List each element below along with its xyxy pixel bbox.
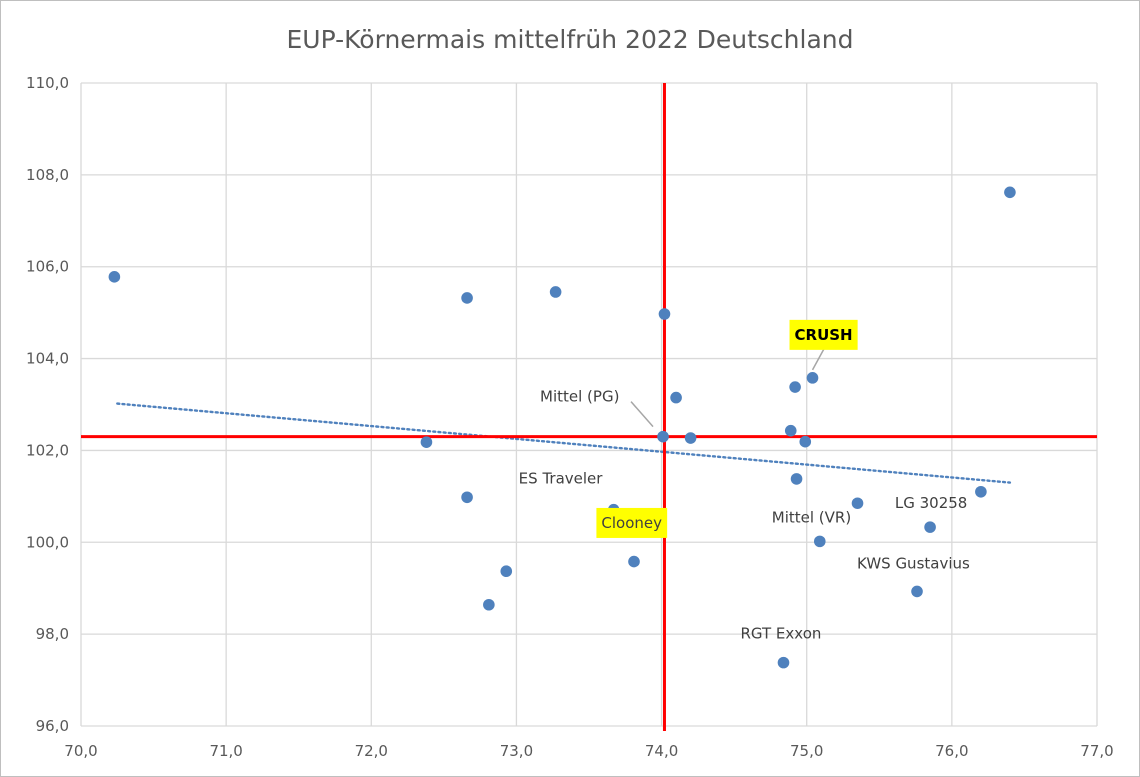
- data-point: [851, 497, 864, 510]
- data-point: [784, 424, 797, 437]
- point-label: RGT Exxon: [740, 625, 821, 643]
- label-highlight-box: [596, 507, 668, 538]
- trendline: [116, 402, 1012, 484]
- point-label: ES Traveler: [519, 470, 604, 488]
- label-leader-line: [811, 347, 826, 371]
- data-point: [813, 535, 826, 548]
- x-tick-label: 77,0: [1080, 742, 1113, 760]
- x-tick-label: 72,0: [355, 742, 388, 760]
- x-tick-label: 71,0: [209, 742, 242, 760]
- label-leader-line: [630, 401, 654, 428]
- data-point: [670, 391, 682, 404]
- data-point: [658, 308, 671, 320]
- y-tick-label: 108,0: [26, 166, 69, 184]
- x-axis-ticks: 70,0 71,0 72,0 73,0 74,0 75,0 76,0 77,0: [64, 742, 1113, 760]
- data-point: [549, 286, 562, 298]
- data-point: [806, 372, 819, 384]
- data-points: [108, 186, 1016, 669]
- gridlines: [80, 82, 1098, 727]
- data-point: [628, 555, 640, 568]
- y-tick-label: 110,0: [26, 74, 69, 92]
- y-tick-label: 98,0: [36, 625, 69, 643]
- y-tick-label: 102,0: [26, 441, 69, 459]
- x-tick-label: 75,0: [790, 742, 823, 760]
- label-highlight-box: [789, 319, 858, 350]
- data-point: [777, 656, 790, 669]
- x-tick-label: 70,0: [64, 742, 97, 760]
- chart-title: EUP-Körnermais mittelfrüh 2022 Deutschla…: [287, 25, 854, 54]
- leader-lines: [630, 347, 826, 428]
- y-tick-label: 104,0: [26, 350, 69, 368]
- x-tick-label: 76,0: [935, 742, 968, 760]
- data-point: [790, 473, 803, 485]
- data-point: [975, 485, 987, 498]
- point-label: LG 30258: [895, 494, 967, 512]
- y-tick-label: 100,0: [26, 533, 69, 551]
- data-point: [799, 435, 812, 448]
- data-point: [420, 436, 433, 448]
- point-label: KWS Gustavius: [857, 554, 970, 572]
- data-point: [789, 381, 801, 393]
- data-point: [684, 432, 697, 444]
- data-point: [657, 430, 669, 443]
- data-point: [911, 585, 923, 598]
- point-label: CRUSH: [795, 326, 853, 344]
- data-point: [461, 292, 473, 304]
- trendline-group: [116, 402, 1012, 484]
- data-point: [500, 565, 513, 578]
- x-tick-label: 74,0: [645, 742, 678, 760]
- point-labels: ES Traveler Clooney Mittel (PG) RGT Exxon CR…: [519, 319, 970, 643]
- y-axis-ticks: 96,0 98,0 100,0 102,0 104,0 106,0 108,0 110,0: [26, 74, 69, 735]
- point-label: Mittel (VR): [772, 508, 851, 526]
- data-point: [1004, 186, 1016, 199]
- reference-lines: [81, 83, 1097, 731]
- data-point: [483, 598, 495, 611]
- point-label: Mittel (PG): [540, 388, 619, 406]
- point-label: Clooney: [601, 514, 662, 532]
- y-tick-label: 106,0: [26, 258, 69, 276]
- y-tick-label: 96,0: [36, 717, 69, 735]
- x-tick-label: 73,0: [500, 742, 533, 760]
- data-point: [108, 271, 121, 283]
- data-point: [461, 491, 473, 504]
- data-point: [924, 521, 936, 533]
